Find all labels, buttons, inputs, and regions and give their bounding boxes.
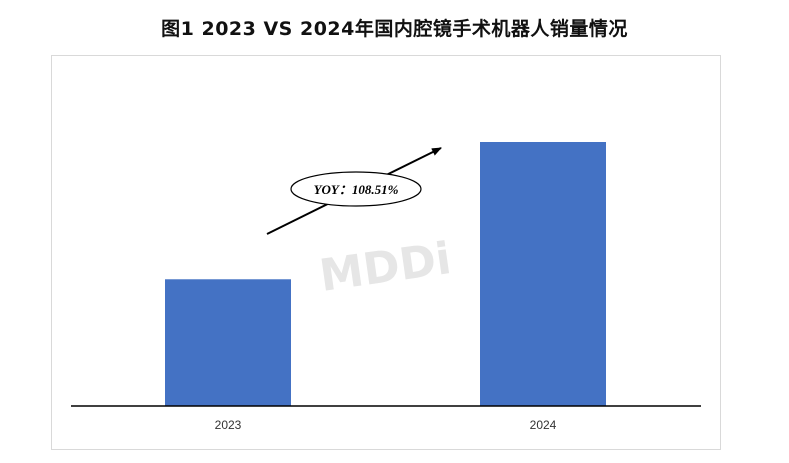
bar-2024 <box>480 142 606 406</box>
watermark-logo: MDDi <box>316 233 454 302</box>
yoy-annotation: YOY：108.51% <box>314 182 399 197</box>
yoy-ellipse <box>290 171 422 207</box>
tick-labels-group: 2023 2024 <box>215 418 557 432</box>
chart-frame <box>51 55 721 450</box>
x-tick-label-2024: 2024 <box>530 418 557 432</box>
x-tick-label-2023: 2023 <box>215 418 242 432</box>
chart-title: 图1 2023 VS 2024年国内腔镜手术机器人销量情况 <box>161 18 628 40</box>
bar-2023 <box>165 279 291 406</box>
bars-group <box>165 142 606 406</box>
